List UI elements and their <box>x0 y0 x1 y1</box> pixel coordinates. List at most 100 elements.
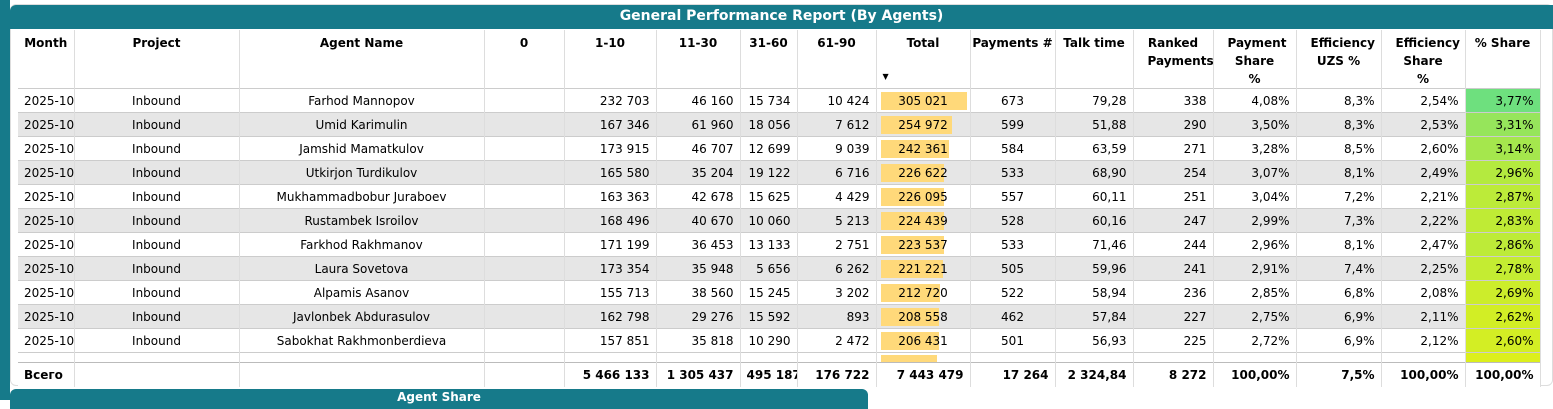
sort-descending-icon[interactable]: ▼ <box>882 72 889 81</box>
cell-agent-name: Umid Karimulin <box>239 112 485 137</box>
table-row[interactable]: 2025-10 Inbound Jamshid Mamatkulov 173 915 4… <box>18 136 1541 161</box>
cell-partial <box>797 352 877 363</box>
column-header-label: Efficiency Share % <box>1395 36 1460 86</box>
cell-31-60: 10 060 <box>740 208 798 233</box>
cell-talk-time: 56,93 <box>1055 328 1134 353</box>
cell-efficiency-share-: 2,54% <box>1381 88 1466 113</box>
column-header[interactable]: Project <box>74 30 240 89</box>
totals-row: Всего 5 466 133 1 305 437 495 187 176 722 7 4… <box>18 362 1541 387</box>
total-cell: 8 272 <box>1133 362 1214 387</box>
cell-partial <box>1133 352 1214 363</box>
cell-agent-name: Utkirjon Turdikulov <box>239 160 485 185</box>
cell-total: 242 361 <box>875 136 971 161</box>
cell-project: Inbound <box>74 184 240 209</box>
cell-11-30: 29 276 <box>656 304 741 329</box>
table-row[interactable]: 2025-10 Inbound Alpamis Asanov 155 713 38 56… <box>18 280 1541 305</box>
cell-payment-share-: 2,72% <box>1213 328 1297 353</box>
cell--share: 2,69% <box>1465 280 1541 305</box>
cell-31-60: 15 245 <box>740 280 798 305</box>
cell-1-10: 168 496 <box>564 208 657 233</box>
cell--share: 2,62% <box>1465 304 1541 329</box>
column-header[interactable]: 0 <box>484 30 565 89</box>
cell-11-30: 46 160 <box>656 88 741 113</box>
cell--share: 3,31% <box>1465 112 1541 137</box>
table-row[interactable]: 2025-10 Inbound Sabokhat Rakhmonberdieva 15… <box>18 328 1541 353</box>
column-header[interactable]: Efficiency Share % <box>1381 30 1466 89</box>
column-header[interactable]: 61-90 <box>797 30 877 89</box>
column-header[interactable]: Talk time <box>1055 30 1134 89</box>
cell-efficiency-uzs-: 7,2% <box>1296 184 1382 209</box>
cell-efficiency-share-: 2,53% <box>1381 112 1466 137</box>
cell-partial <box>18 352 75 363</box>
total-data-bar <box>880 332 939 350</box>
table-row[interactable]: 2025-10 Inbound Utkirjon Turdikulov 165 580… <box>18 160 1541 185</box>
column-header[interactable]: % Share <box>1465 30 1541 89</box>
table-row[interactable]: 2025-10 Inbound Rustambek Isroilov 168 496 4… <box>18 208 1541 233</box>
table-row[interactable]: 2025-10 Inbound Laura Sovetova 173 354 35 94… <box>18 256 1541 281</box>
performance-table: Month Project Agent Name 0 1-10 11-30 31-60 61-… <box>18 30 1541 387</box>
cell--share: 3,77% <box>1465 88 1541 113</box>
column-header[interactable]: Efficiency UZS % <box>1296 30 1382 89</box>
cell-efficiency-uzs-: 8,1% <box>1296 160 1382 185</box>
column-header-label: Ranked Payments <box>1147 36 1214 68</box>
cell-ranked-payments: 251 <box>1133 184 1214 209</box>
column-header-label: % Share <box>1474 36 1531 50</box>
column-header[interactable]: Month <box>18 30 75 89</box>
cell-payment-share-: 3,50% <box>1213 112 1297 137</box>
cell-talk-time: 60,11 <box>1055 184 1134 209</box>
cell-ranked-payments: 225 <box>1133 328 1214 353</box>
table-row[interactable]: 2025-10 Inbound Umid Karimulin 167 346 61 96… <box>18 112 1541 137</box>
table-row[interactable]: 2025-10 Inbound Farhod Mannopov 232 703 46 1… <box>18 88 1541 113</box>
cell-agent-name: Sabokhat Rakhmonberdieva <box>239 328 485 353</box>
table-row[interactable]: 2025-10 Inbound Javlonbek Abdurasulov 162 7… <box>18 304 1541 329</box>
column-header-label: 61-90 <box>817 36 856 50</box>
column-header[interactable]: 11-30 <box>656 30 741 89</box>
cell-efficiency-uzs-: 6,9% <box>1296 304 1382 329</box>
cell-payment-share-: 2,96% <box>1213 232 1297 257</box>
cell-total: 254 972 <box>875 112 971 137</box>
cell-61-90: 7 612 <box>797 112 877 137</box>
cell-month: 2025-10 <box>18 136 75 161</box>
cell-payments-: 505 <box>970 256 1056 281</box>
table-row[interactable]: 2025-10 Inbound Farkhod Rakhmanov 171 199 36… <box>18 232 1541 257</box>
column-header[interactable]: Payment Share % <box>1213 30 1297 89</box>
cell-ranked-payments: 227 <box>1133 304 1214 329</box>
cell-talk-time: 57,84 <box>1055 304 1134 329</box>
cell-payment-share-: 3,07% <box>1213 160 1297 185</box>
cell-total: 208 558 <box>875 304 971 329</box>
table-row[interactable]: 2025-10 Inbound Mukhammadbobur Juraboev 163… <box>18 184 1541 209</box>
cell-talk-time: 60,16 <box>1055 208 1134 233</box>
cell-talk-time: 51,88 <box>1055 112 1134 137</box>
total-cell: 2 324,84 <box>1055 362 1134 387</box>
cell-agent-name: Laura Sovetova <box>239 256 485 281</box>
cell-month: 2025-10 <box>18 112 75 137</box>
cell-partial <box>484 352 565 363</box>
column-header[interactable]: Ranked Payments <box>1133 30 1214 89</box>
cell-1-10: 173 354 <box>564 256 657 281</box>
column-header[interactable]: Agent Name <box>239 30 485 89</box>
column-header[interactable]: Payments # <box>970 30 1056 89</box>
cell-0 <box>484 328 565 353</box>
cell-talk-time: 79,28 <box>1055 88 1134 113</box>
total-cell: 7 443 479 <box>876 362 971 387</box>
cell-1-10: 162 798 <box>564 304 657 329</box>
column-header[interactable]: Total ▼ <box>876 30 971 89</box>
total-cell: 5 466 133 <box>564 362 657 387</box>
cell-efficiency-uzs-: 8,1% <box>1296 232 1382 257</box>
column-header-label: Talk time <box>1063 36 1125 50</box>
cell-month: 2025-10 <box>18 256 75 281</box>
cell-talk-time: 71,46 <box>1055 232 1134 257</box>
cell-efficiency-uzs-: 8,3% <box>1296 88 1382 113</box>
cell-partial <box>970 352 1056 363</box>
cell-11-30: 35 204 <box>656 160 741 185</box>
cell-payments-: 501 <box>970 328 1056 353</box>
cell-efficiency-uzs-: 7,4% <box>1296 256 1382 281</box>
column-header[interactable]: 1-10 <box>564 30 657 89</box>
cell-project: Inbound <box>74 88 240 113</box>
column-header-label: Payments # <box>972 36 1053 50</box>
cell-total: 212 720 <box>875 280 971 305</box>
cell-efficiency-share-: 2,22% <box>1381 208 1466 233</box>
cell-61-90: 893 <box>797 304 877 329</box>
column-header[interactable]: 31-60 <box>740 30 798 89</box>
table-row-partial[interactable] <box>18 352 1541 363</box>
